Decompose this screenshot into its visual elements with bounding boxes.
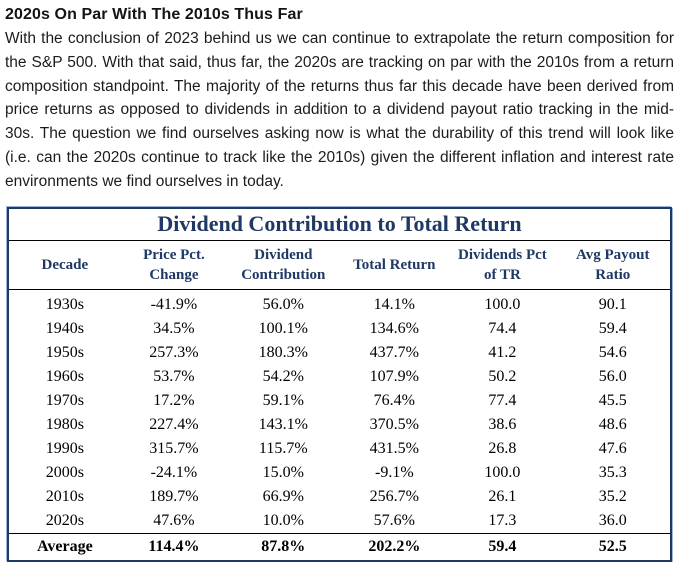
average-total-return: 202.2% <box>339 533 450 560</box>
cell-dividends-pct-of-tr: 41.2 <box>488 344 517 361</box>
cell-dividends-pct-of-tr: 26.1 <box>488 488 517 505</box>
cell-decade: 1990s <box>45 440 84 457</box>
table-row: 2000s -24.1% 15.0% -9.1% 100.0 35.3 <box>9 461 670 485</box>
cell-decade: 2010s <box>45 488 84 505</box>
cell-dividend-contribution: 59.1% <box>262 392 304 409</box>
cell-decade: 1950s <box>45 344 84 361</box>
table-footer: Average 114.4% 87.8% 202.2% 59.4 52.5 <box>9 533 670 560</box>
cell-avg-payout-ratio: 59.4 <box>598 320 627 337</box>
cell-total-return: 431.5% <box>369 440 419 457</box>
cell-total-return: 57.6% <box>373 512 415 529</box>
column-header-dividend-contribution: Dividend Contribution <box>227 241 340 290</box>
cell-price-pct-change: 189.7% <box>149 488 199 505</box>
table-header: Decade Price Pct. Change Dividend Contri… <box>9 241 670 290</box>
cell-dividend-contribution: 66.9% <box>262 488 304 505</box>
cell-dividend-contribution: 15.0% <box>262 464 304 481</box>
cell-decade: 1980s <box>45 416 84 433</box>
table-row: 1950s 257.3% 180.3% 437.7% 41.2 54.6 <box>9 341 670 365</box>
article: 2020s On Par With The 2010s Thus Far Wit… <box>0 0 679 194</box>
cell-decade: 1970s <box>45 392 84 409</box>
cell-total-return: 107.9% <box>369 368 419 385</box>
average-dividend-contribution: 87.8% <box>227 533 340 560</box>
table-row: 1980s 227.4% 143.1% 370.5% 38.6 48.6 <box>9 413 670 437</box>
cell-price-pct-change: 17.2% <box>153 392 195 409</box>
cell-total-return: 437.7% <box>369 344 419 361</box>
cell-total-return: 256.7% <box>369 488 419 505</box>
cell-avg-payout-ratio: 90.1 <box>598 296 627 313</box>
table-row: 1990s 315.7% 115.7% 431.5% 26.8 47.6 <box>9 437 670 461</box>
page-title: 2020s On Par With The 2010s Thus Far <box>5 6 303 23</box>
cell-price-pct-change: 315.7% <box>149 440 199 457</box>
cell-total-return: 76.4% <box>373 392 415 409</box>
cell-dividend-contribution: 54.2% <box>262 368 304 385</box>
average-price-pct-change: 114.4% <box>120 533 228 560</box>
cell-avg-payout-ratio: 35.2 <box>598 488 627 505</box>
cell-decade: 2020s <box>45 512 84 529</box>
average-dividends-pct-of-tr: 59.4 <box>449 533 556 560</box>
cell-dividends-pct-of-tr: 100.0 <box>484 464 521 481</box>
cell-dividend-contribution: 115.7% <box>258 440 308 457</box>
article-paragraph: With the conclusion of 2023 behind us we… <box>5 30 674 190</box>
cell-avg-payout-ratio: 48.6 <box>598 416 627 433</box>
cell-dividend-contribution: 100.1% <box>258 320 308 337</box>
cell-decade: 1930s <box>45 296 84 313</box>
table-row: 2020s 47.6% 10.0% 57.6% 17.3 36.0 <box>9 509 670 534</box>
cell-avg-payout-ratio: 54.6 <box>598 344 627 361</box>
column-header-total-return: Total Return <box>339 241 450 290</box>
table-row: 2010s 189.7% 66.9% 256.7% 26.1 35.2 <box>9 485 670 509</box>
cell-dividends-pct-of-tr: 100.0 <box>484 296 521 313</box>
cell-price-pct-change: 53.7% <box>153 368 195 385</box>
cell-dividends-pct-of-tr: 26.8 <box>488 440 517 457</box>
table-row: 1930s -41.9% 56.0% 14.1% 100.0 90.1 <box>9 290 670 318</box>
cell-decade: 2000s <box>45 464 84 481</box>
table-body: 1930s -41.9% 56.0% 14.1% 100.0 90.1 1940… <box>9 290 670 534</box>
cell-dividend-contribution: 10.0% <box>262 512 304 529</box>
dividend-contribution-table: Dividend Contribution to Total Return De… <box>7 207 672 562</box>
table-row: 1940s 34.5% 100.1% 134.6% 74.4 59.4 <box>9 317 670 341</box>
cell-dividends-pct-of-tr: 38.6 <box>488 416 517 433</box>
average-label: Average <box>9 533 121 560</box>
cell-total-return: -9.1% <box>375 464 414 481</box>
cell-dividend-contribution: 56.0% <box>262 296 304 313</box>
cell-avg-payout-ratio: 45.5 <box>598 392 627 409</box>
cell-total-return: 370.5% <box>369 416 419 433</box>
cell-price-pct-change: 34.5% <box>153 320 195 337</box>
cell-total-return: 134.6% <box>369 320 419 337</box>
data-table: Dividend Contribution to Total Return De… <box>9 209 670 560</box>
column-header-avg-payout-ratio: Avg Payout Ratio <box>555 241 670 290</box>
cell-avg-payout-ratio: 35.3 <box>598 464 627 481</box>
cell-price-pct-change: 257.3% <box>149 344 199 361</box>
cell-dividend-contribution: 180.3% <box>258 344 308 361</box>
cell-dividends-pct-of-tr: 17.3 <box>488 512 517 529</box>
table-title: Dividend Contribution to Total Return <box>9 209 670 241</box>
table-row: 1960s 53.7% 54.2% 107.9% 50.2 56.0 <box>9 365 670 389</box>
cell-dividends-pct-of-tr: 77.4 <box>488 392 517 409</box>
cell-dividend-contribution: 143.1% <box>258 416 308 433</box>
average-avg-payout-ratio: 52.5 <box>555 533 670 560</box>
cell-decade: 1940s <box>45 320 84 337</box>
cell-price-pct-change: -24.1% <box>150 464 198 481</box>
cell-avg-payout-ratio: 56.0 <box>598 368 627 385</box>
cell-decade: 1960s <box>45 368 84 385</box>
cell-price-pct-change: 227.4% <box>149 416 199 433</box>
cell-total-return: 14.1% <box>373 296 415 313</box>
cell-dividends-pct-of-tr: 74.4 <box>488 320 517 337</box>
average-row: Average 114.4% 87.8% 202.2% 59.4 52.5 <box>9 533 670 560</box>
column-header-decade: Decade <box>9 241 121 290</box>
cell-avg-payout-ratio: 47.6 <box>598 440 627 457</box>
cell-avg-payout-ratio: 36.0 <box>598 512 627 529</box>
column-header-price-pct-change: Price Pct. Change <box>120 241 228 290</box>
table-row: 1970s 17.2% 59.1% 76.4% 77.4 45.5 <box>9 389 670 413</box>
column-header-dividends-pct-of-tr: Dividends Pct of TR <box>449 241 556 290</box>
cell-dividends-pct-of-tr: 50.2 <box>488 368 517 385</box>
cell-price-pct-change: 47.6% <box>153 512 195 529</box>
cell-price-pct-change: -41.9% <box>150 296 198 313</box>
